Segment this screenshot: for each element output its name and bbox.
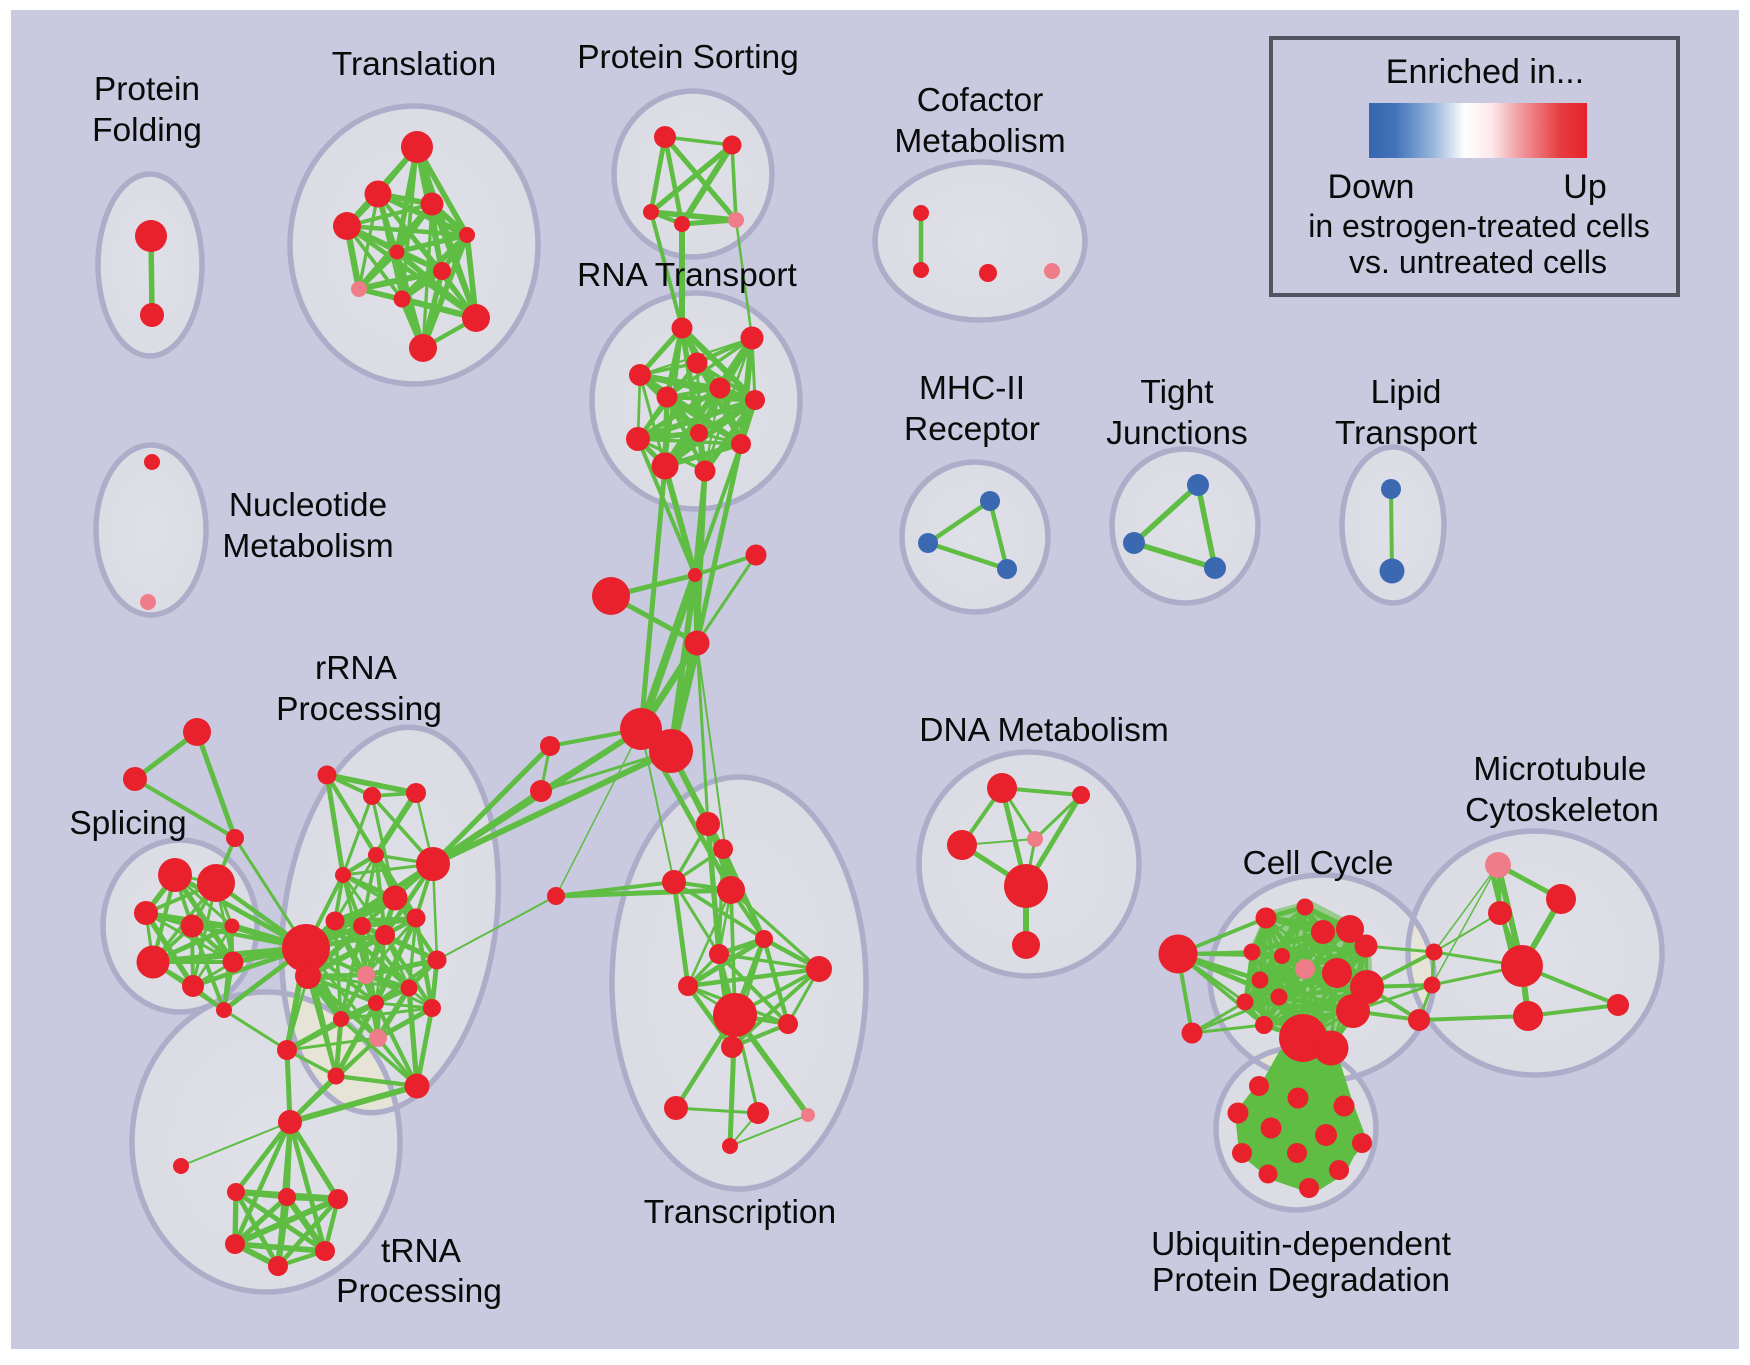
svg-text:Junctions: Junctions xyxy=(1106,415,1248,452)
svg-text:Translation: Translation xyxy=(332,46,496,83)
svg-text:Transport: Transport xyxy=(1335,415,1478,452)
svg-text:Tight: Tight xyxy=(1140,374,1214,411)
svg-text:Processing: Processing xyxy=(276,691,442,728)
svg-text:rRNA: rRNA xyxy=(315,650,398,687)
svg-text:vs. untreated cells: vs. untreated cells xyxy=(1349,244,1607,280)
svg-text:Splicing: Splicing xyxy=(69,805,186,842)
svg-text:Metabolism: Metabolism xyxy=(894,123,1065,160)
svg-text:tRNA: tRNA xyxy=(381,1233,462,1270)
svg-text:Metabolism: Metabolism xyxy=(222,528,393,565)
svg-text:Processing: Processing xyxy=(336,1273,502,1310)
svg-text:Folding: Folding xyxy=(92,112,202,149)
svg-text:Transcription: Transcription xyxy=(644,1194,836,1231)
svg-text:Cell Cycle: Cell Cycle xyxy=(1243,845,1394,882)
svg-text:Microtubule: Microtubule xyxy=(1473,751,1646,788)
svg-text:Up: Up xyxy=(1563,168,1606,206)
svg-text:Cytoskeleton: Cytoskeleton xyxy=(1465,792,1659,829)
svg-text:Receptor: Receptor xyxy=(904,411,1040,448)
svg-text:Enriched in...: Enriched in... xyxy=(1386,53,1584,91)
svg-text:Protein: Protein xyxy=(94,71,200,108)
svg-text:Protein Sorting: Protein Sorting xyxy=(577,39,799,76)
svg-text:Cofactor: Cofactor xyxy=(917,82,1044,119)
svg-text:DNA Metabolism: DNA Metabolism xyxy=(919,712,1168,749)
svg-text:RNA Transport: RNA Transport xyxy=(577,257,797,294)
svg-text:Down: Down xyxy=(1328,168,1415,206)
svg-text:in estrogen-treated cells: in estrogen-treated cells xyxy=(1308,208,1650,244)
svg-text:MHC-II: MHC-II xyxy=(919,370,1025,407)
svg-text:Protein Degradation: Protein Degradation xyxy=(1152,1262,1450,1299)
svg-text:Nucleotide: Nucleotide xyxy=(229,487,387,524)
svg-text:Lipid: Lipid xyxy=(1371,374,1442,411)
svg-text:Ubiquitin-dependent: Ubiquitin-dependent xyxy=(1151,1226,1452,1263)
